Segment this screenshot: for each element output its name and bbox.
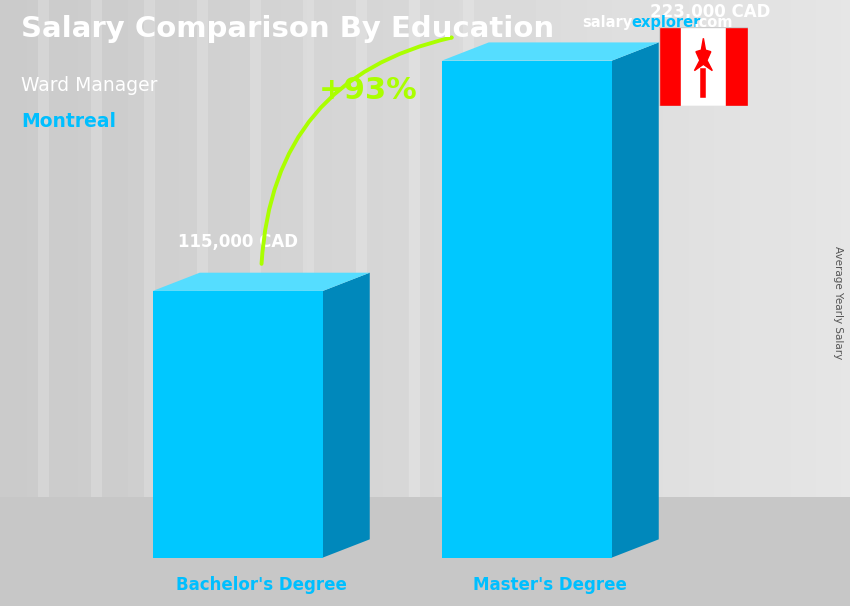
Polygon shape [0,497,850,606]
Polygon shape [694,38,712,71]
Text: Montreal: Montreal [21,112,116,131]
Polygon shape [442,61,612,558]
Text: Bachelor's Degree: Bachelor's Degree [176,576,347,594]
Bar [726,27,748,106]
Text: Salary Comparison By Education: Salary Comparison By Education [21,15,554,43]
Text: Ward Manager: Ward Manager [21,76,158,95]
Text: .com: .com [694,15,733,30]
Bar [681,27,726,106]
Polygon shape [442,42,659,61]
Text: +93%: +93% [318,76,417,105]
Polygon shape [153,291,323,558]
Bar [659,27,681,106]
Text: Average Yearly Salary: Average Yearly Salary [833,247,843,359]
Text: Master's Degree: Master's Degree [473,576,627,594]
Text: 115,000 CAD: 115,000 CAD [178,233,298,251]
Polygon shape [323,273,370,558]
Polygon shape [153,273,370,291]
Text: explorer: explorer [632,15,701,30]
Polygon shape [612,42,659,558]
FancyArrowPatch shape [262,38,451,264]
Text: 223,000 CAD: 223,000 CAD [649,3,770,21]
Text: salary: salary [582,15,632,30]
